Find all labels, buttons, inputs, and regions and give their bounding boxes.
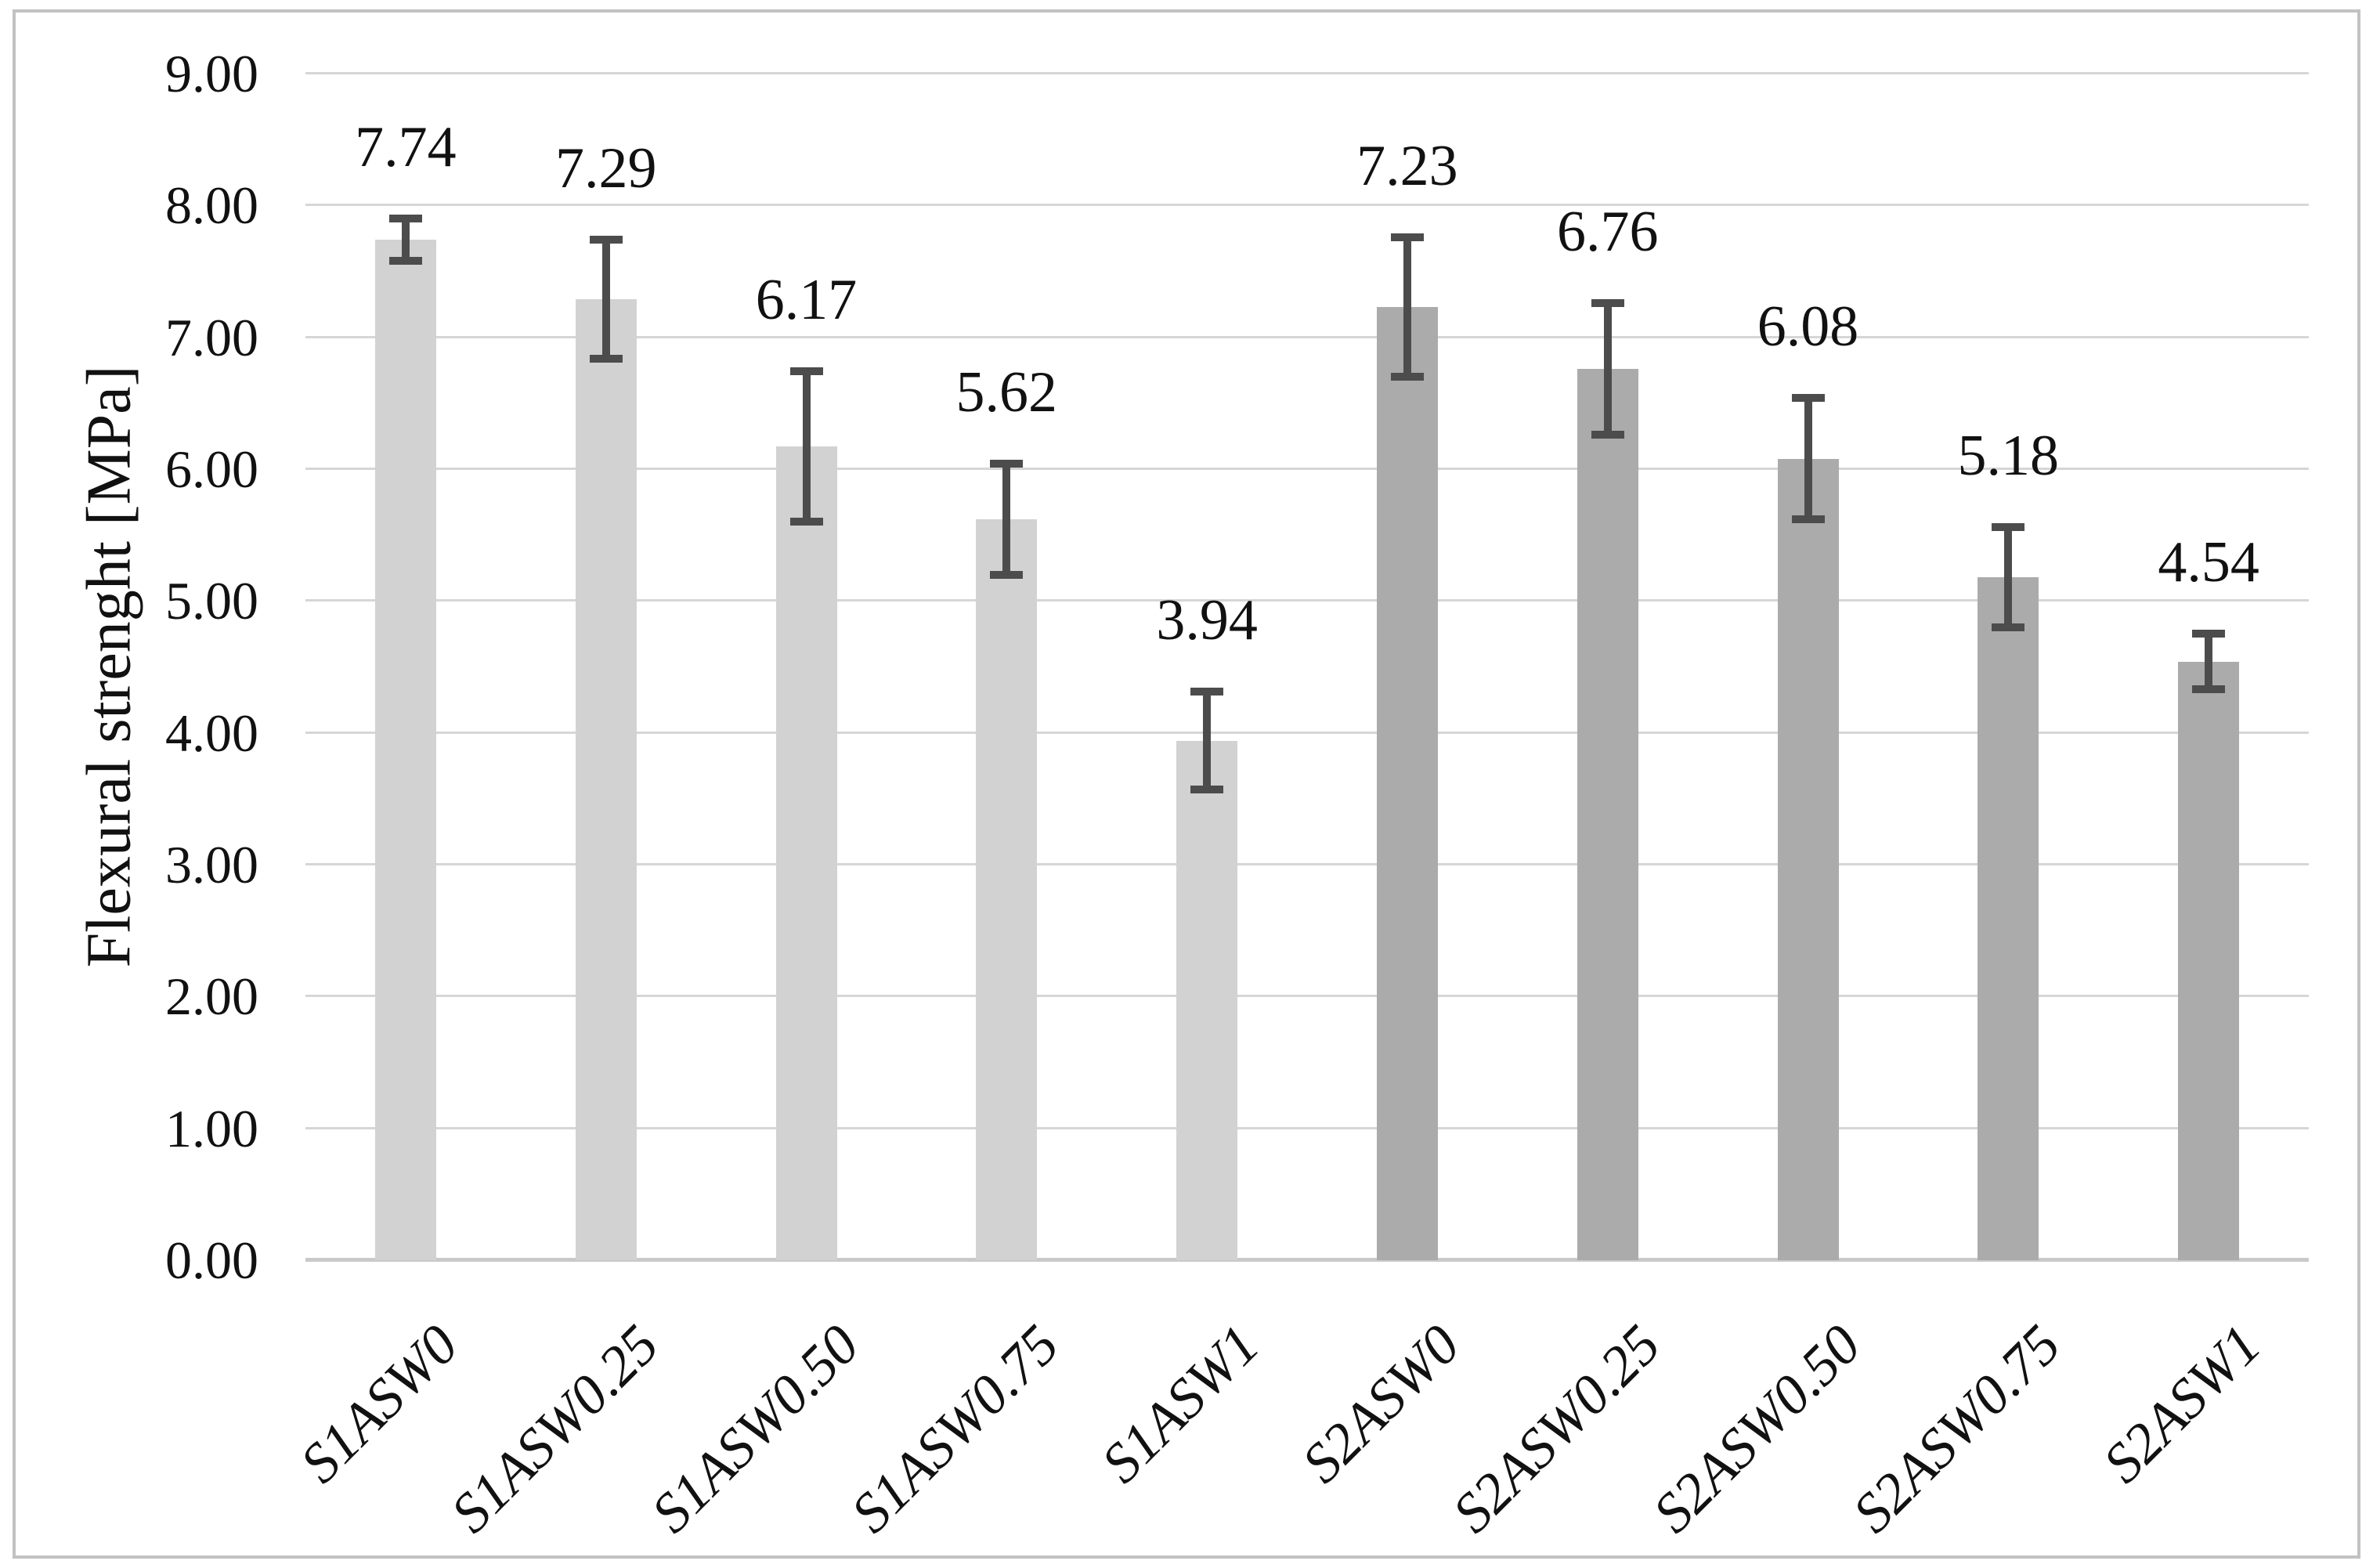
data-label: 6.17 xyxy=(755,268,858,333)
error-bar-cap-bottom xyxy=(2192,685,2226,694)
gridline xyxy=(305,335,2309,338)
bar xyxy=(1777,458,1839,1260)
gridline xyxy=(305,1126,2309,1129)
error-bar-cap-bottom xyxy=(1390,373,1424,381)
error-bar-cap-bottom xyxy=(589,354,623,363)
y-tick-label: 5.00 xyxy=(165,571,258,631)
y-tick-label: 6.00 xyxy=(165,439,258,499)
figure-border xyxy=(13,9,2360,1559)
bar xyxy=(1176,740,1238,1260)
y-tick-label: 8.00 xyxy=(165,175,258,236)
error-bar xyxy=(1992,523,2025,632)
bar xyxy=(1577,369,1638,1260)
gridline xyxy=(305,731,2309,734)
data-label: 7.23 xyxy=(1356,133,1458,198)
error-bar-line xyxy=(1804,394,1812,523)
error-bar-line xyxy=(1002,460,1011,579)
error-bar-cap-bottom xyxy=(1591,431,1624,439)
error-bar xyxy=(990,460,1024,579)
error-bar-line xyxy=(1403,233,1411,381)
data-label: 6.76 xyxy=(1556,199,1659,264)
data-label: 6.08 xyxy=(1757,294,1859,359)
error-bar-line xyxy=(1603,298,1612,439)
error-bar-cap-top xyxy=(990,460,1024,468)
bar xyxy=(575,298,637,1260)
bar xyxy=(1376,306,1438,1260)
bar xyxy=(976,518,1038,1260)
error-bar xyxy=(1390,233,1424,381)
error-bar-cap-bottom xyxy=(990,570,1024,579)
data-label: 5.62 xyxy=(955,360,1058,425)
error-bar-cap-bottom xyxy=(1791,515,1825,523)
gridline xyxy=(305,72,2309,74)
bar xyxy=(775,446,837,1260)
error-bar-cap-bottom xyxy=(1190,786,1224,794)
bar xyxy=(2178,661,2240,1260)
error-bar-line xyxy=(1203,688,1212,794)
error-bar-cap-bottom xyxy=(388,257,422,266)
error-bar-cap-top xyxy=(589,236,623,244)
error-bar xyxy=(2192,630,2226,694)
error-bar-cap-top xyxy=(2192,630,2226,638)
bar xyxy=(374,240,436,1260)
error-bar xyxy=(1190,688,1224,794)
data-label: 7.74 xyxy=(355,115,457,180)
bar xyxy=(1978,577,2039,1260)
y-tick-label: 4.00 xyxy=(165,703,258,763)
gridline xyxy=(305,995,2309,998)
error-bar xyxy=(1591,298,1624,439)
y-tick-label: 0.00 xyxy=(165,1230,258,1290)
y-tick-label: 2.00 xyxy=(165,966,258,1027)
error-bar-cap-bottom xyxy=(789,518,823,526)
y-tick-label: 3.00 xyxy=(165,835,258,894)
plot-area xyxy=(305,72,2309,1262)
error-bar-line xyxy=(601,236,610,363)
error-bar-cap-top xyxy=(1190,688,1224,696)
error-bar xyxy=(1791,394,1825,523)
error-bar-cap-top xyxy=(1390,233,1424,241)
error-bar-line xyxy=(2205,630,2213,694)
error-bar-cap-top xyxy=(1791,394,1825,403)
error-bar xyxy=(789,367,823,526)
data-label: 7.29 xyxy=(554,136,657,201)
error-bar-line xyxy=(2004,523,2013,632)
error-bar-cap-top xyxy=(789,367,823,376)
data-label: 3.94 xyxy=(1156,588,1258,653)
error-bar-cap-top xyxy=(1591,298,1624,307)
error-bar-line xyxy=(802,367,811,526)
error-bar-cap-top xyxy=(1992,523,2025,532)
y-tick-label: 1.00 xyxy=(165,1098,258,1158)
data-label: 4.54 xyxy=(2158,530,2259,595)
data-label: 5.18 xyxy=(1957,424,2060,489)
error-bar-cap-bottom xyxy=(1992,623,2025,632)
y-tick-label: 7.00 xyxy=(165,307,258,367)
error-bar-cap-top xyxy=(388,215,422,223)
error-bar xyxy=(589,236,623,363)
gridline xyxy=(305,204,2309,207)
gridline xyxy=(305,599,2309,602)
x-axis-line xyxy=(305,1258,2309,1262)
error-bar-line xyxy=(401,215,410,266)
gridline xyxy=(305,468,2309,470)
y-tick-label: 9.00 xyxy=(165,44,258,103)
gridline xyxy=(305,863,2309,865)
error-bar xyxy=(388,215,422,266)
